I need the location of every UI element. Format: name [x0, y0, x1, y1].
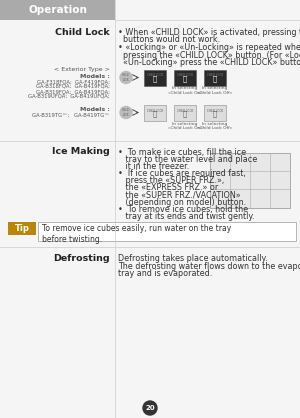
Text: (depending on model) button.: (depending on model) button.: [118, 198, 246, 207]
Text: CHILD LOCK: CHILD LOCK: [147, 74, 163, 77]
Text: 🔒: 🔒: [183, 110, 187, 117]
Text: The defrosting water flows down to the evaporating: The defrosting water flows down to the e…: [118, 262, 300, 271]
FancyBboxPatch shape: [210, 153, 290, 207]
Text: Tip: Tip: [15, 224, 29, 234]
Text: < Exterior Type >: < Exterior Type >: [54, 67, 110, 72]
Text: tray at its ends and twist gently.: tray at its ends and twist gently.: [118, 212, 254, 221]
Text: tray and is evaporated.: tray and is evaporated.: [118, 270, 212, 278]
Text: CHILD LOCK: CHILD LOCK: [147, 109, 163, 112]
FancyBboxPatch shape: [8, 222, 36, 235]
Text: •  To remove ice cubes, hold the: • To remove ice cubes, hold the: [118, 205, 248, 214]
Circle shape: [143, 401, 157, 415]
FancyBboxPatch shape: [204, 69, 226, 86]
Text: 🔓: 🔓: [213, 75, 217, 82]
Text: GA-B318FQA;  GA-B419FQA;: GA-B318FQA; GA-B419FQA;: [36, 84, 110, 89]
Text: the «SUPER FRZ./VACATION»: the «SUPER FRZ./VACATION»: [118, 191, 241, 200]
Text: GA-B319UFQA;  GA-B419UFQA;: GA-B319UFQA; GA-B419UFQA;: [28, 94, 110, 99]
Text: tray to the water level and place: tray to the water level and place: [118, 155, 257, 164]
Text: «Un-Locking» press the «CHILD LOCK» button for 2 secs.): «Un-Locking» press the «CHILD LOCK» butt…: [118, 58, 300, 67]
FancyBboxPatch shape: [0, 0, 115, 20]
Text: CHILD LOCK: CHILD LOCK: [177, 109, 193, 112]
Text: • When «CHILD LOCK» is activated, pressing the other: • When «CHILD LOCK» is activated, pressi…: [118, 28, 300, 37]
Text: «Child Lock On»: «Child Lock On»: [168, 126, 202, 130]
FancyBboxPatch shape: [174, 69, 196, 86]
Text: CHILD LOCK: CHILD LOCK: [207, 109, 223, 112]
Text: •  If ice cubes are required fast,: • If ice cubes are required fast,: [118, 169, 246, 178]
Text: To remove ice cubes easily, run water on the tray
before twisting.: To remove ice cubes easily, run water on…: [42, 224, 231, 244]
Text: CHILD LOCK: CHILD LOCK: [207, 74, 223, 77]
Text: Defrosting: Defrosting: [53, 255, 110, 263]
Text: 🔓: 🔓: [213, 110, 217, 117]
Text: buttons would not work.: buttons would not work.: [118, 36, 220, 44]
Text: pressing the «CHILD LOCK» button. (For «Locking» or: pressing the «CHILD LOCK» button. (For «…: [118, 51, 300, 59]
Text: Defrosting takes place automatically.: Defrosting takes place automatically.: [118, 255, 268, 263]
Text: GA-B319FQA;  GA-B419FQA;: GA-B319FQA; GA-B419FQA;: [36, 89, 110, 94]
Text: In selecting: In selecting: [202, 122, 228, 125]
Text: Models :: Models :: [80, 107, 110, 112]
FancyBboxPatch shape: [38, 222, 296, 242]
Text: CHILD
LOCK: CHILD LOCK: [122, 73, 130, 82]
FancyBboxPatch shape: [144, 104, 166, 120]
Text: In selecting: In selecting: [172, 87, 198, 91]
FancyBboxPatch shape: [144, 69, 166, 86]
FancyBboxPatch shape: [204, 104, 226, 120]
Text: «Child Lock Off»: «Child Lock Off»: [197, 91, 232, 95]
Text: 🔒: 🔒: [153, 75, 157, 82]
Text: Ice Making: Ice Making: [52, 148, 110, 156]
Text: CHILD LOCK: CHILD LOCK: [177, 74, 193, 77]
Text: •  To make ice cubes, fill the ice: • To make ice cubes, fill the ice: [118, 148, 246, 156]
Text: the «EXPRESS FRZ.» or: the «EXPRESS FRZ.» or: [118, 184, 218, 193]
Text: • «Locking» or «Un-Locking» is repeated whenever: • «Locking» or «Un-Locking» is repeated …: [118, 43, 300, 52]
Text: it in the freezer.: it in the freezer.: [118, 162, 189, 171]
Text: «Child Lock On»: «Child Lock On»: [168, 91, 202, 95]
Text: GA-F318FQA;  GA-F419FQA;: GA-F318FQA; GA-F419FQA;: [37, 79, 110, 84]
Text: press the «SUPER FRZ.»,: press the «SUPER FRZ.»,: [118, 176, 224, 185]
Text: 🔒: 🔒: [153, 110, 157, 117]
Text: «Child Lock Off»: «Child Lock Off»: [197, 126, 232, 130]
Text: CHILD
LOCK: CHILD LOCK: [122, 108, 130, 117]
Text: Operation: Operation: [28, 5, 87, 15]
Text: In selecting: In selecting: [202, 87, 228, 91]
Text: GA-B319TG™;   GA-B419TG™: GA-B319TG™; GA-B419TG™: [32, 112, 110, 117]
Text: 20: 20: [145, 405, 155, 411]
Circle shape: [120, 71, 132, 84]
FancyBboxPatch shape: [174, 104, 196, 120]
Text: Models :: Models :: [80, 74, 110, 79]
Circle shape: [120, 107, 132, 118]
Text: 🔒: 🔒: [183, 75, 187, 82]
Text: In selecting: In selecting: [172, 122, 198, 125]
Text: Child Lock: Child Lock: [55, 28, 110, 37]
